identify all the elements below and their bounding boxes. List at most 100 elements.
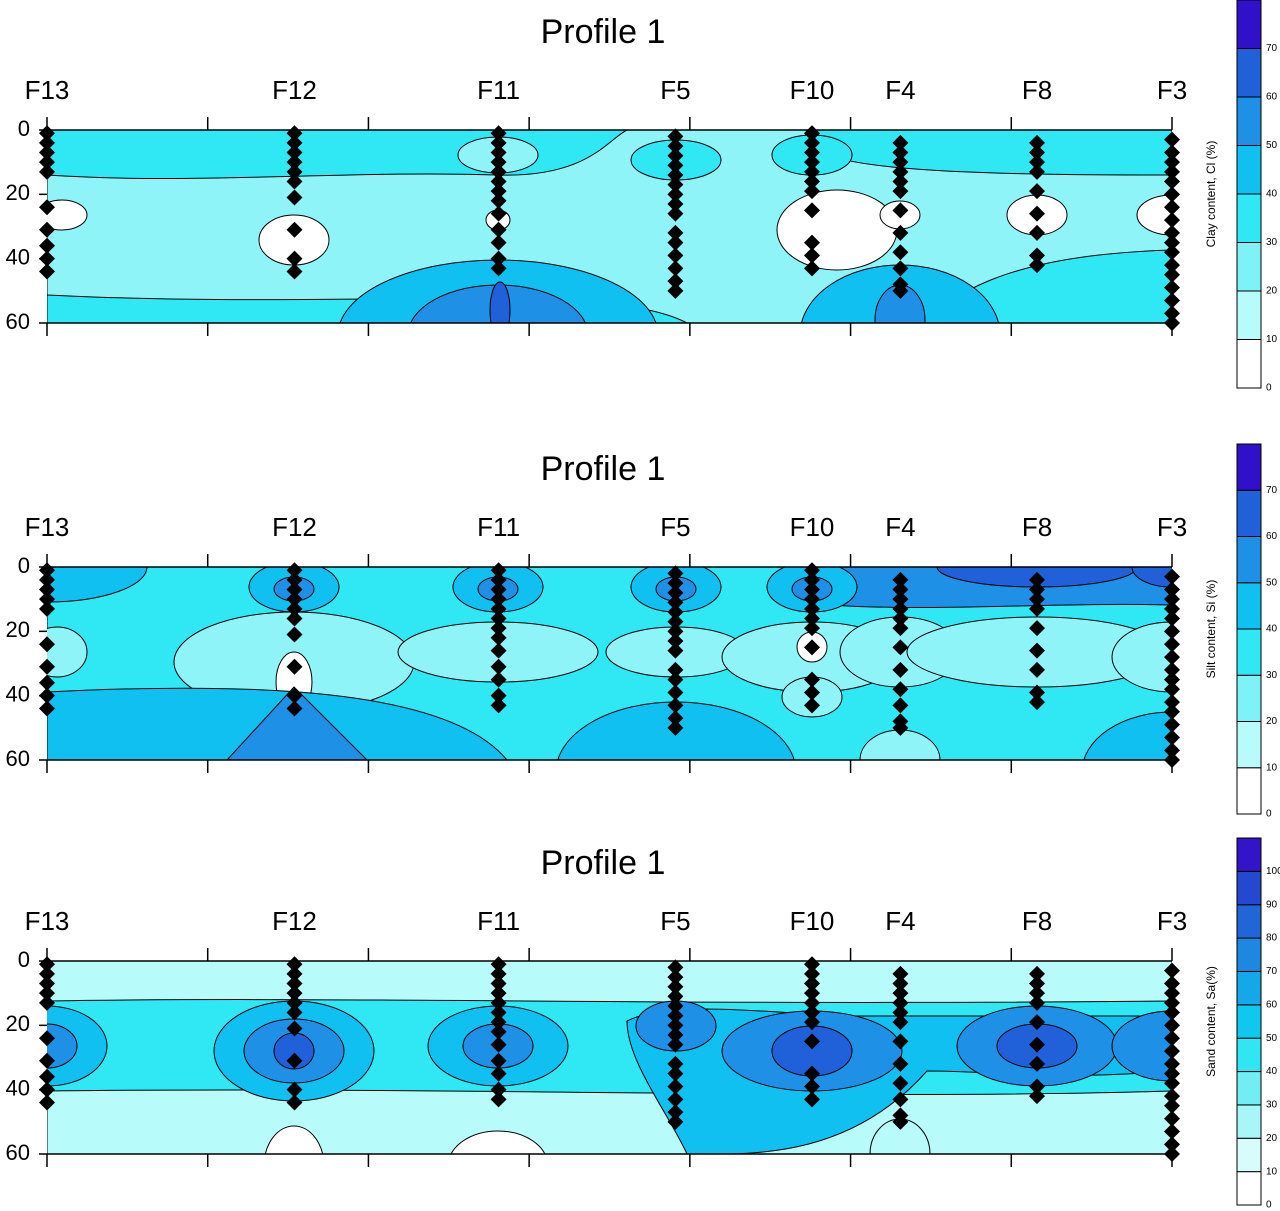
sample-point — [892, 1055, 909, 1072]
sample-point — [1029, 134, 1045, 151]
sample-point — [667, 176, 684, 193]
sample-point — [804, 639, 820, 656]
sample-point — [286, 1081, 303, 1098]
sample-point — [1029, 620, 1045, 637]
sample-point — [490, 642, 507, 659]
y-tick-label: 0 — [18, 553, 30, 578]
sample-point — [1164, 257, 1180, 274]
sample-point — [39, 237, 55, 254]
y-tick-label: 20 — [6, 1011, 30, 1036]
colorbar-label: Silt content, Si (%) — [1204, 580, 1218, 679]
sample-point — [286, 221, 303, 238]
sample-point — [667, 247, 684, 264]
sample-point — [667, 719, 684, 736]
chart-title: Profile 1 — [541, 450, 666, 488]
sample-point — [1164, 962, 1180, 979]
sample-point — [1029, 163, 1045, 180]
sample-point — [667, 594, 684, 611]
sample-point — [667, 195, 684, 212]
borehole-label: F5 — [660, 75, 690, 105]
sample-point — [667, 147, 684, 164]
colorbar-band — [1236, 0, 1262, 49]
sample-point — [490, 125, 507, 142]
sample-point — [490, 687, 507, 704]
borehole-label: F3 — [1157, 512, 1187, 542]
sample-point — [286, 591, 303, 608]
sample-point — [667, 224, 684, 241]
sample-point — [1164, 716, 1180, 733]
sample-point — [667, 1113, 684, 1130]
colorbar-tick-label: 0 — [1266, 1200, 1272, 1211]
sample-point — [490, 975, 507, 992]
sample-point — [892, 985, 909, 1002]
sample-point — [490, 671, 507, 688]
sample-point — [286, 562, 303, 579]
sample-point — [804, 125, 820, 142]
sample-point — [39, 199, 55, 216]
sample-point — [1164, 703, 1180, 720]
borehole-label: F8 — [1022, 906, 1052, 936]
sample-point — [286, 610, 303, 627]
chart-title: Profile 1 — [541, 13, 666, 51]
sample-point — [286, 1094, 303, 1111]
colorbar-tick-label: 70 — [1266, 485, 1278, 496]
colorbar-tick-label: 60 — [1266, 92, 1278, 103]
sample-point — [892, 571, 909, 588]
colorbar-tick-label: 0 — [1266, 383, 1272, 394]
sample-point — [1029, 642, 1045, 659]
sample-point — [804, 1014, 820, 1031]
colorbar-tick-label: 40 — [1266, 1066, 1278, 1077]
sample-point — [1029, 1014, 1045, 1031]
sample-point — [1164, 985, 1180, 1002]
sample-point — [1164, 729, 1180, 746]
colorbar-tick-label: 50 — [1266, 577, 1278, 588]
sample-point — [667, 1017, 684, 1034]
colorbar-tick-label: 50 — [1266, 140, 1278, 151]
sample-point — [804, 154, 820, 171]
sample-point — [667, 1104, 684, 1121]
sample-point — [667, 661, 684, 678]
sample-point — [667, 1026, 684, 1043]
borehole-label: F10 — [790, 512, 835, 542]
y-tick-label: 40 — [6, 244, 30, 269]
sample-point — [892, 134, 909, 151]
colorbar-band — [1236, 242, 1262, 292]
sample-point — [490, 1036, 507, 1053]
sample-point — [1164, 591, 1180, 608]
borehole-label: F11 — [477, 906, 520, 936]
sample-point — [39, 1094, 55, 1111]
sample-point — [1164, 292, 1180, 309]
sample-point — [1029, 581, 1045, 598]
sample-point — [892, 163, 909, 180]
borehole-label: F10 — [790, 906, 835, 936]
colorbar-tick-label: 20 — [1266, 286, 1278, 297]
sample-point — [490, 250, 507, 267]
sample-point — [490, 234, 507, 251]
sample-point — [667, 623, 684, 640]
sample-point — [1029, 694, 1045, 711]
sample-point — [892, 719, 909, 736]
sample-point — [490, 154, 507, 171]
sample-point — [667, 1055, 684, 1072]
sample-point — [39, 144, 55, 161]
sample-point — [1029, 600, 1045, 617]
sample-point — [1164, 131, 1180, 148]
sample-point — [490, 620, 507, 637]
colorbar-tick-label: 30 — [1266, 670, 1278, 681]
sample-point — [39, 134, 55, 151]
y-tick-label: 20 — [6, 180, 30, 205]
borehole-label: F10 — [790, 75, 835, 105]
colorbar-band — [1236, 96, 1262, 146]
sample-point — [892, 1091, 909, 1108]
sample-point — [667, 632, 684, 649]
sample-point — [490, 1065, 507, 1082]
sample-point — [667, 710, 684, 727]
sample-point — [490, 163, 507, 180]
sample-point — [1164, 144, 1180, 161]
sample-point — [1029, 144, 1045, 161]
sample-point — [892, 697, 909, 714]
colorbar-band — [1236, 193, 1262, 243]
sample-point — [804, 571, 820, 588]
colorbar-band — [1236, 1004, 1262, 1039]
sample-point — [286, 250, 303, 267]
